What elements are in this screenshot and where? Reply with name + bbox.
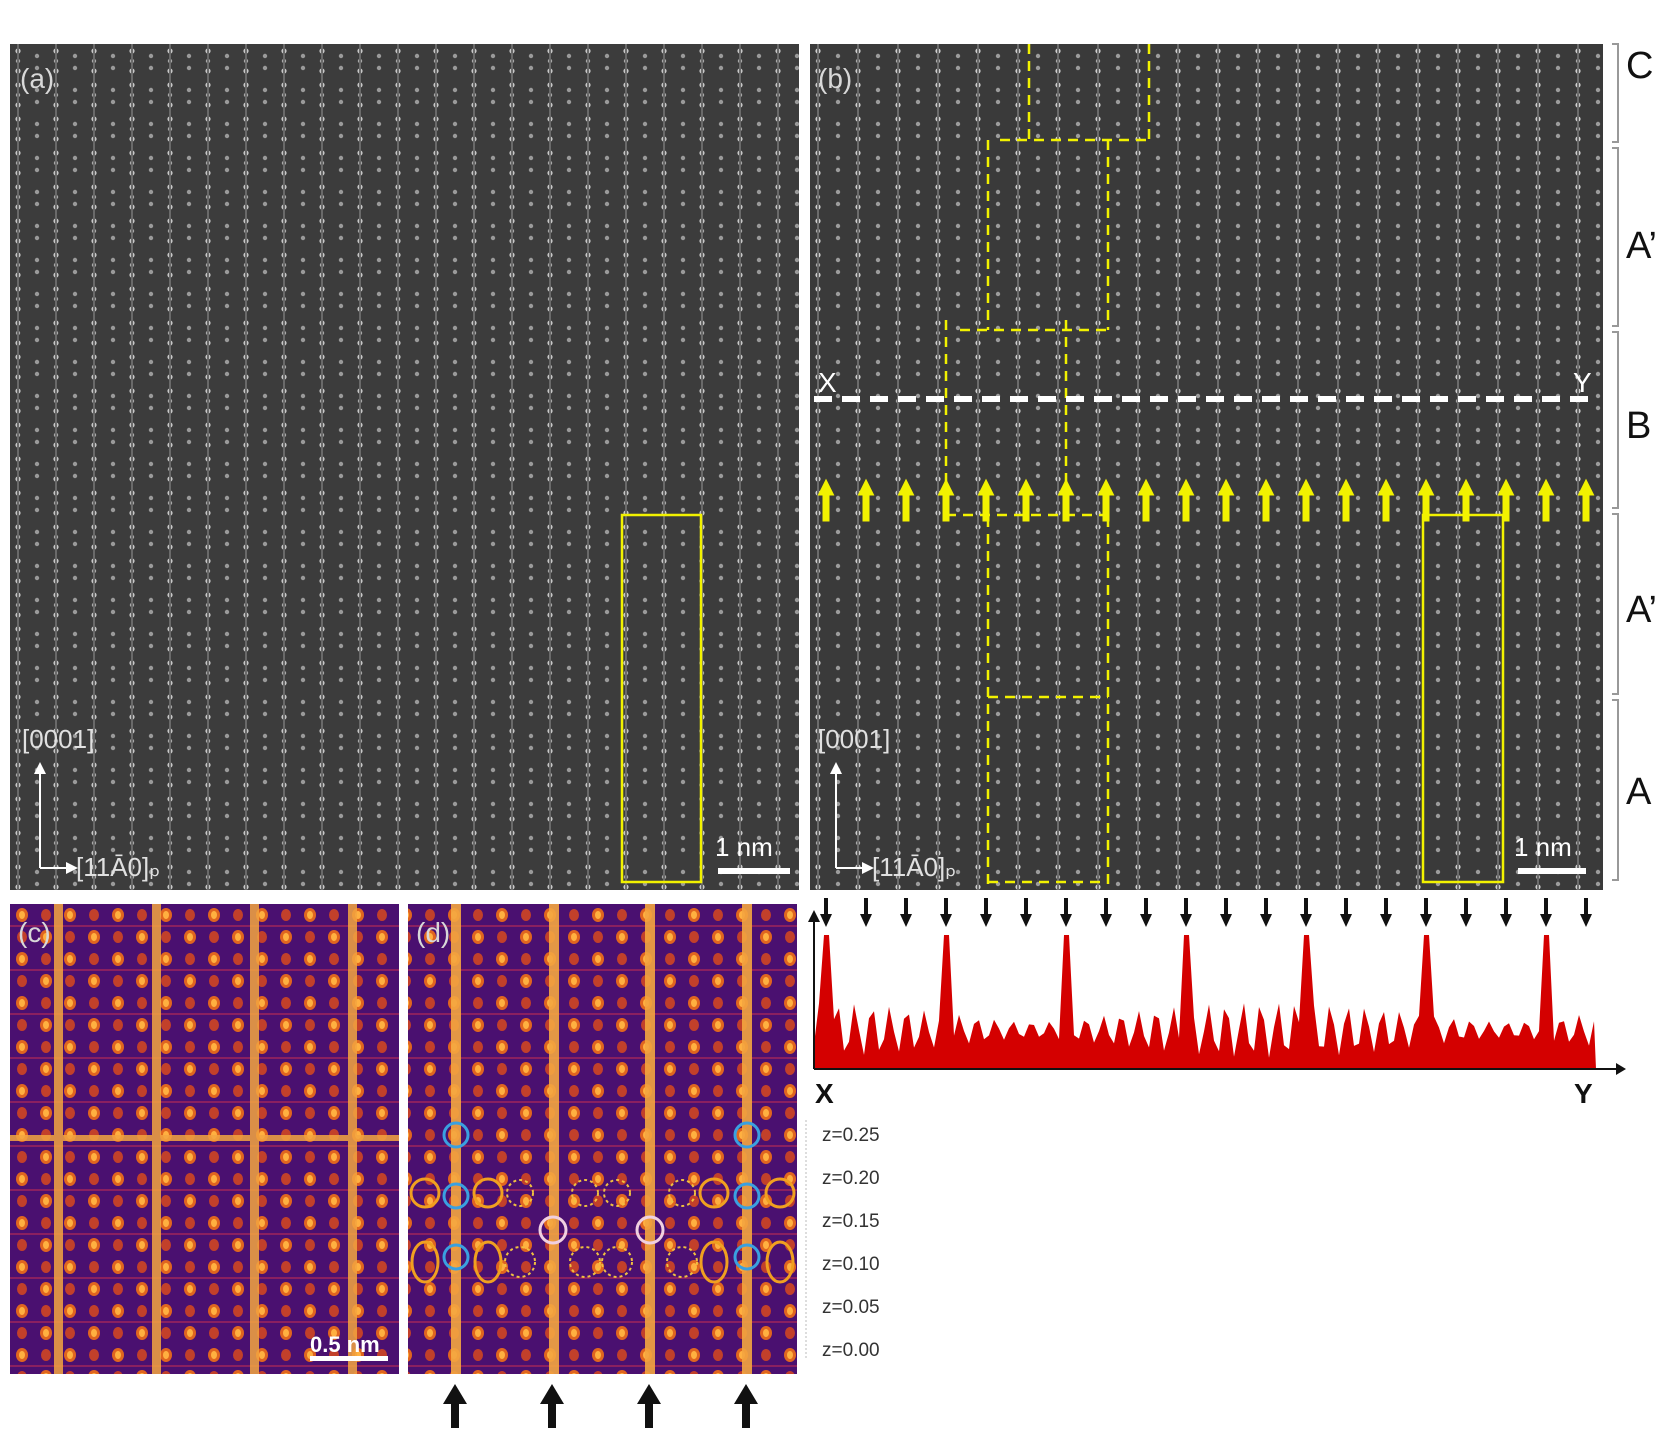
z-level-0: z=0.25 [822,1125,880,1146]
panel-a-label: (a) [20,63,54,94]
yellow-up-arrow [1417,478,1435,522]
black-down-arrow [820,898,832,927]
panel-d-label: (d) [416,917,450,948]
line-start-label: X [818,367,837,398]
black-down-arrow [1380,898,1392,927]
panel-a-highlight-box [620,513,703,884]
z-ruler: z=0.25 z=0.20 z=0.15 z=0.10 z=0.05 z=0.0… [805,1120,880,1361]
intensity-profile: X Y [808,910,1626,1109]
panel-b: (b) X Y [0001] [11Ā0]ₚ 1 nm [810,44,1603,890]
panel-c: (c) 0.5 nm [10,904,399,1374]
z-level-2: z=0.15 [822,1211,880,1232]
stack-label-c: C [1626,45,1653,87]
panel-d-up-arrows [443,1384,758,1428]
z-level-1: z=0.20 [822,1168,880,1189]
black-down-arrow [1420,898,1432,927]
yellow-up-arrow [1377,478,1395,522]
black-down-arrow [860,898,872,927]
yellow-up-arrow [1137,478,1155,522]
panel-d-atom-markers [409,1121,796,1284]
black-down-arrow [1580,898,1592,927]
profile-arrow-row [820,898,1592,927]
yellow-up-arrow [1257,478,1275,522]
yellow-up-arrow [1177,478,1195,522]
panel-b-label: (b) [818,63,852,94]
yellow-up-arrow [1097,478,1115,522]
panel-c-scale-label: 0.5 nm [310,1332,380,1357]
panel-a-scale-bar [718,868,790,874]
black-down-arrow [940,898,952,927]
yellow-up-arrow [937,478,955,522]
stack-label-a-prime-top: A’ [1626,225,1657,267]
black-down-arrow [1260,898,1272,927]
black-down-arrow [1540,898,1552,927]
panel-c-label: (c) [18,917,51,948]
yellow-up-arrow [817,478,835,522]
panel-a-image [10,44,799,890]
panel-a-axis-up: [0001] [22,724,94,754]
black-down-arrow [1460,898,1472,927]
stack-label-a-prime-bottom: A’ [1626,589,1657,631]
yellow-up-arrow [897,478,915,522]
stack-label-b: B [1626,405,1651,447]
black-down-arrow [900,898,912,927]
panel-b-highlight-box [1421,513,1505,884]
yellow-up-arrow [1017,478,1035,522]
z-level-5: z=0.00 [822,1340,880,1361]
z-level-3: z=0.10 [822,1254,880,1275]
panel-d-image [408,904,797,1374]
panel-c-scale-bar [310,1356,388,1361]
yellow-up-arrow [1337,478,1355,522]
black-down-arrow [1020,898,1032,927]
stack-label-a: A [1626,771,1652,813]
black-down-arrow [1220,898,1232,927]
yellow-up-arrow [1217,478,1235,522]
black-down-arrow [1180,898,1192,927]
profile-x-label: X [815,1078,834,1109]
panel-b-axis-right: [11Ā0]ₚ [872,852,956,882]
black-down-arrow [1500,898,1512,927]
yellow-up-arrow [1457,478,1475,522]
panel-b-scale-bar [1518,868,1586,874]
panel-b-guides [944,44,1151,890]
panel-a-scale-label: 1 nm [715,832,773,862]
line-end-label: Y [1573,367,1592,398]
black-down-arrow [1140,898,1152,927]
yellow-up-arrow [1057,478,1075,522]
z-level-4: z=0.05 [822,1297,880,1318]
panel-b-axis-up: [0001] [818,724,890,754]
profile-y-label: Y [1574,1078,1593,1109]
black-down-arrow [1060,898,1072,927]
black-down-arrow [980,898,992,927]
panel-b-scale-label: 1 nm [1514,832,1572,862]
profile-area [814,935,1596,1069]
yellow-up-arrow [857,478,875,522]
black-down-arrow [1340,898,1352,927]
black-down-arrow [1100,898,1112,927]
yellow-up-arrow [1497,478,1515,522]
panel-a-axis-right: [11Ā0]ₚ [76,852,160,882]
panel-d-dashed-markers [504,1179,698,1278]
yellow-up-arrow [1537,478,1555,522]
stacking-sequence: C A’ B A’ A [1612,43,1657,881]
black-down-arrow [1300,898,1312,927]
yellow-up-arrow [1297,478,1315,522]
panel-a: (a) [0001] [11Ā0]ₚ 1 nm [10,44,799,890]
panel-b-arrow-row [817,478,1595,522]
panel-b-image [810,44,1603,890]
yellow-up-arrow [1577,478,1595,522]
panel-d: (d) [408,904,797,1374]
yellow-up-arrow [977,478,995,522]
